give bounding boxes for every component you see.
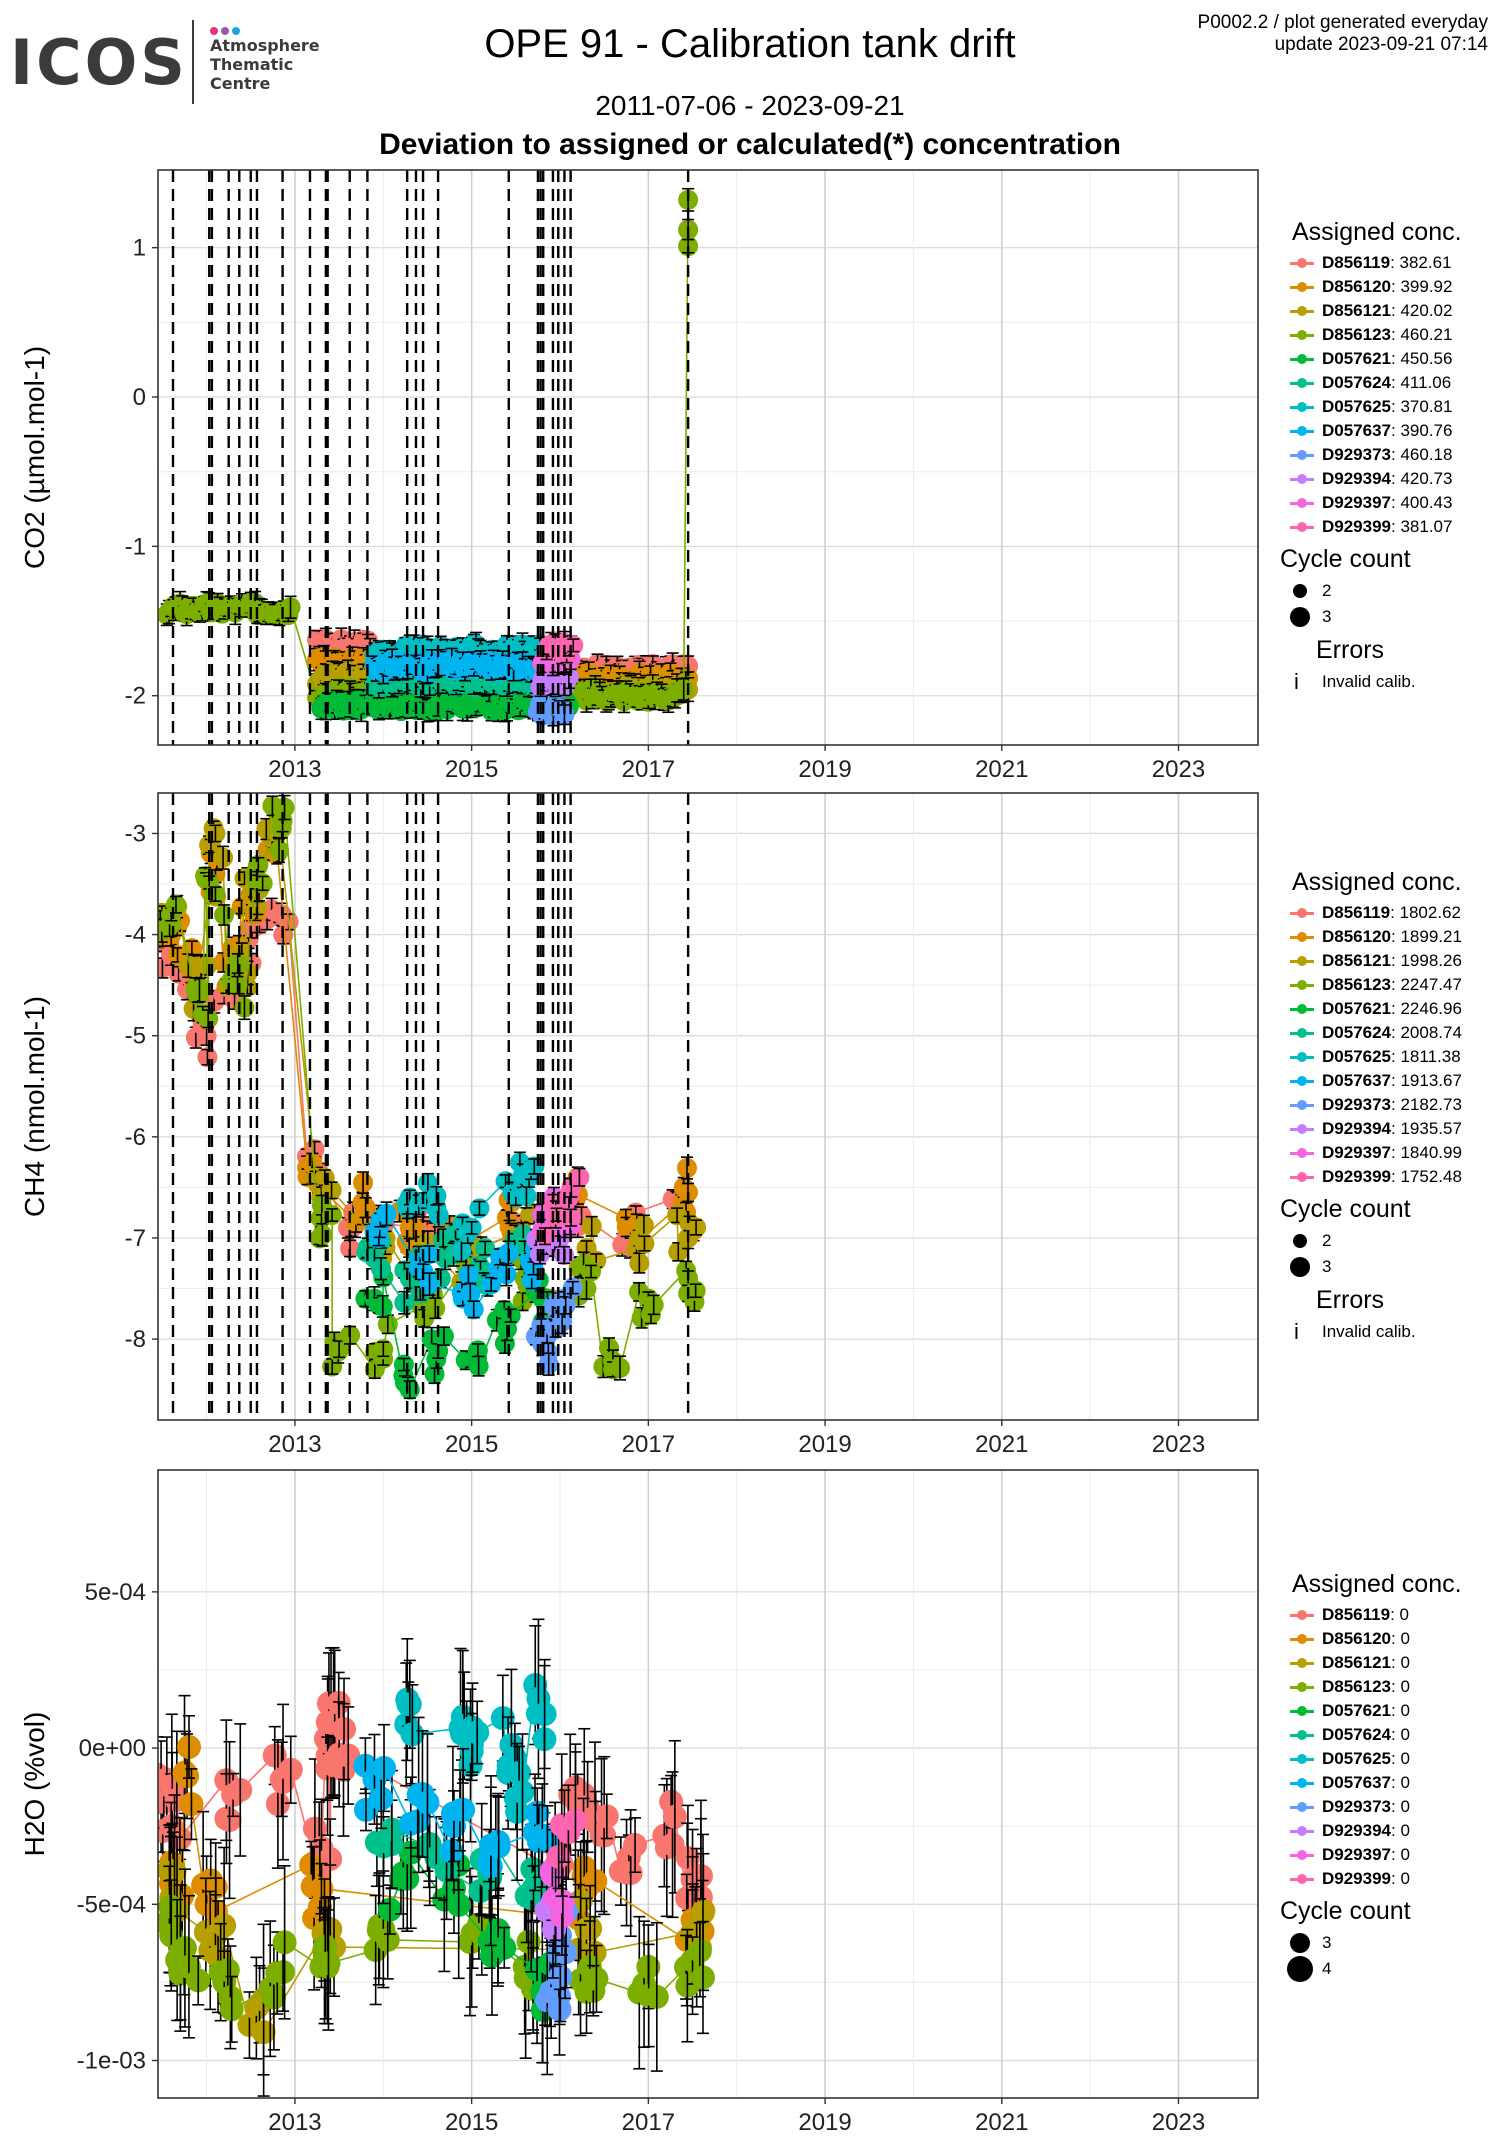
logo-dot-blue [232, 27, 240, 35]
logo-divider [192, 20, 194, 104]
page-title: OPE 91 - Calibration tank drift [484, 22, 1016, 66]
chart-subtitle: Deviation to assigned or calculated(*) c… [379, 128, 1121, 161]
series-D057625 [396, 1151, 545, 1263]
plot-frame [157, 169, 1259, 746]
plot-area [158, 170, 1258, 745]
x-tick-label: 2015 [445, 756, 498, 783]
plot-background [158, 793, 1258, 1420]
y-tick-label: 0 [133, 384, 146, 411]
y-axis-label: CO2 (µmol.mol-1) [19, 346, 50, 569]
update-timestamp: update 2023-09-21 07:14 [1274, 34, 1488, 55]
logo-subtitle: Atmosphere Thematic Centre [210, 36, 320, 93]
x-tick-label: 2023 [1152, 756, 1205, 783]
y-tick-label: 1 [133, 235, 146, 262]
x-tick-label: 2021 [975, 756, 1028, 783]
plot-area [158, 793, 1258, 1420]
x-tick-label: 2013 [268, 756, 321, 783]
chart-panel-1: 1 0 -1 -2 2013 2015 2017 2019 2021 2023 CO2 (µmol.… [19, 169, 1259, 783]
x-tick-label: 2017 [622, 756, 675, 783]
logo-dot-purple [221, 27, 229, 35]
series-D057637 [364, 647, 553, 685]
logo-sub-line3: Centre [210, 74, 271, 93]
y-tick-label: -1 [125, 533, 146, 560]
logo-sub-line1: Atmosphere [210, 36, 320, 55]
x-tick-label: 2019 [798, 756, 851, 783]
plot-id-note: P0002.2 / plot generated everyday [1197, 12, 1488, 33]
logo-dots [210, 22, 243, 40]
logo-text: ICOS [10, 26, 188, 99]
icos-logo: ICOS Atmosphere Thematic Centre [10, 20, 350, 110]
logo-sub-line2: Thematic [210, 55, 294, 74]
y-tick-label: -2 [125, 683, 146, 710]
logo-dot-pink [210, 27, 218, 35]
date-range: 2011-07-06 - 2023-09-21 [595, 90, 905, 121]
